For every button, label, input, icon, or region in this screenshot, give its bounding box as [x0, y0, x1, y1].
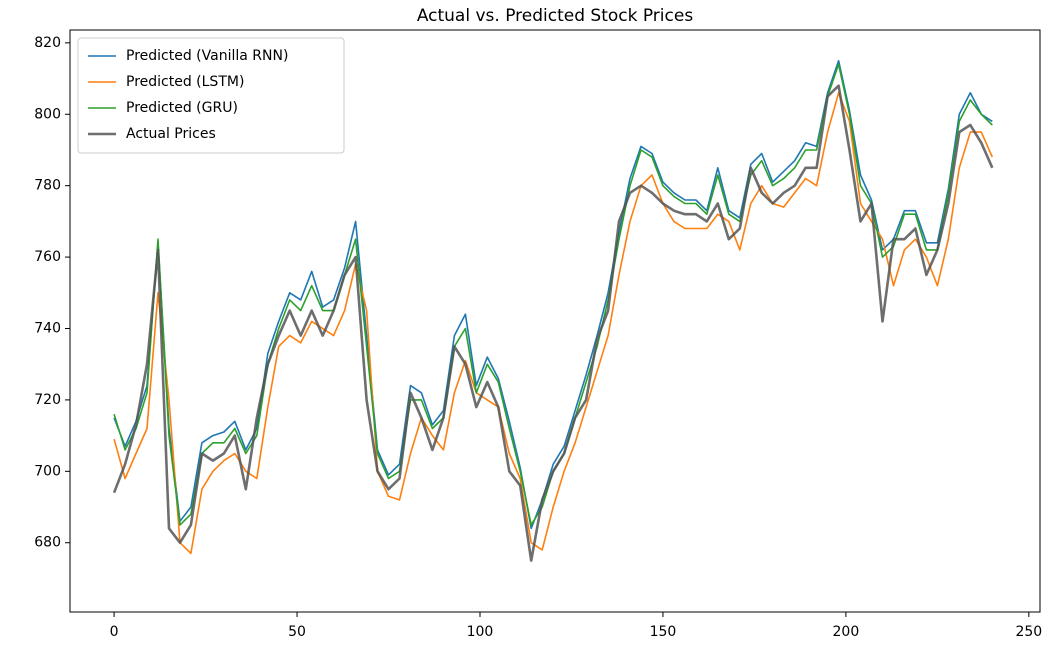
legend-box: [77, 37, 345, 154]
legend-label: Predicted (Vanilla RNN): [126, 48, 288, 64]
series-line: [113, 92, 994, 555]
y-tick-label: 800: [34, 106, 61, 122]
series-line: [112, 84, 994, 562]
y-tick-label: 780: [34, 178, 61, 194]
chart-title: Actual vs. Predicted Stock Prices: [417, 6, 694, 26]
x-tick-label: 100: [467, 624, 494, 640]
legend-label: Predicted (LSTM): [126, 74, 244, 90]
x-tick-label: 200: [833, 624, 860, 640]
y-tick-label: 680: [34, 535, 61, 551]
x-tick-label: 150: [650, 624, 677, 640]
y-tick-label: 760: [34, 249, 61, 265]
y-tick-label: 820: [34, 35, 61, 51]
y-tick-label: 700: [34, 463, 61, 479]
y-tick-label: 720: [34, 392, 61, 408]
legend-label: Predicted (GRU): [126, 100, 238, 116]
legend-label: Actual Prices: [126, 126, 216, 142]
plot-frame: [69, 29, 1041, 613]
y-tick-label: 740: [34, 320, 61, 336]
x-tick-label: 0: [110, 624, 119, 640]
x-tick-label: 250: [1015, 624, 1042, 640]
x-tick-label: 50: [288, 624, 306, 640]
